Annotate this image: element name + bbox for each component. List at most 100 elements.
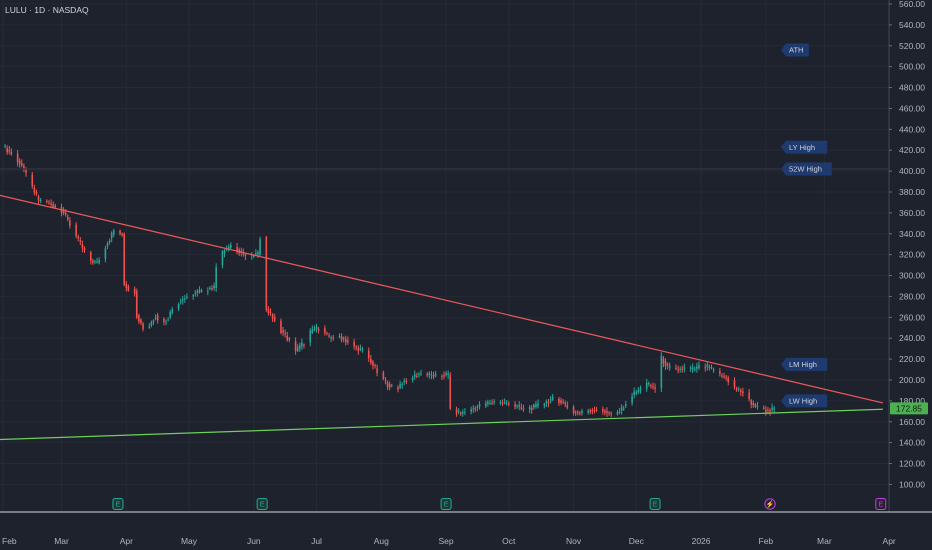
candle-body bbox=[631, 396, 633, 403]
candle-body bbox=[112, 230, 115, 235]
candle-body bbox=[330, 337, 332, 339]
x-tick-label: Mar bbox=[817, 536, 832, 546]
candle-body bbox=[399, 384, 401, 388]
candle-body bbox=[236, 247, 238, 252]
candle-body bbox=[344, 338, 347, 342]
candle-body bbox=[514, 404, 516, 407]
candle-body bbox=[324, 328, 326, 333]
candle-body bbox=[374, 364, 376, 367]
candle-body bbox=[286, 335, 289, 341]
event-markers: E E E E ⚡ E bbox=[112, 498, 887, 510]
x-tick-label: Feb bbox=[2, 536, 17, 546]
last-price-badge bbox=[890, 402, 928, 415]
candle-body bbox=[518, 405, 521, 407]
x-tick-label: May bbox=[181, 536, 198, 546]
level-tag-shape bbox=[781, 357, 828, 371]
candle-body bbox=[8, 149, 11, 152]
candle-body bbox=[683, 367, 686, 369]
candle-body bbox=[280, 320, 282, 333]
candle-body bbox=[733, 380, 736, 388]
candle-body bbox=[194, 292, 197, 294]
candle-body bbox=[328, 335, 330, 337]
candle-body bbox=[104, 248, 107, 259]
candles bbox=[4, 143, 776, 418]
y-tick-label: 200.00 bbox=[899, 375, 925, 385]
candle-body bbox=[447, 373, 449, 375]
candle-body bbox=[140, 319, 142, 324]
candle-body bbox=[470, 409, 472, 412]
candle-body bbox=[347, 340, 349, 343]
candle-body bbox=[723, 376, 725, 378]
candle-body bbox=[679, 368, 681, 370]
candle-body bbox=[420, 373, 422, 375]
event-label: E bbox=[116, 502, 121, 509]
candle-body bbox=[92, 260, 94, 263]
candle-body bbox=[181, 299, 184, 301]
candle-body bbox=[221, 251, 224, 266]
price-axis[interactable]: 100.00 120.00 140.00 160.00 180.00 200.00 220.… bbox=[888, 0, 928, 512]
time-axis[interactable]: Feb Mar Apr May Jun Jul Aug Sep Oct Nov Dec 2026 Feb… bbox=[0, 511, 932, 546]
level-tag-shape bbox=[781, 140, 828, 154]
candle-body bbox=[530, 407, 533, 410]
dividend-marker: ⚡ bbox=[764, 498, 776, 510]
y-tick-label: 260.00 bbox=[899, 312, 925, 322]
candle-body bbox=[106, 243, 109, 247]
candle-body bbox=[39, 200, 42, 202]
candle-body bbox=[81, 244, 84, 249]
candle-body bbox=[610, 413, 612, 415]
candle-body bbox=[317, 328, 320, 331]
candle-body bbox=[227, 246, 230, 249]
y-tick-label: 420.00 bbox=[899, 145, 925, 155]
x-tick-label: Apr bbox=[883, 536, 896, 546]
y-tick-label: 480.00 bbox=[899, 83, 925, 93]
candle-body bbox=[428, 373, 431, 375]
level-tag-shape bbox=[781, 162, 832, 176]
candle-body bbox=[288, 338, 291, 340]
candle-body bbox=[691, 367, 694, 370]
candle-body bbox=[413, 374, 416, 377]
resistance-trendline bbox=[0, 194, 884, 404]
event-label: E bbox=[653, 502, 658, 509]
candle-body bbox=[207, 291, 209, 293]
candle-body bbox=[163, 318, 165, 322]
candle-body bbox=[269, 311, 272, 313]
candle-body bbox=[338, 336, 341, 338]
candle-body bbox=[616, 412, 619, 415]
candle-body bbox=[677, 369, 679, 371]
candle-body bbox=[284, 332, 286, 334]
candle-body bbox=[765, 409, 767, 412]
candle-body bbox=[200, 289, 203, 292]
candle-body bbox=[696, 366, 698, 369]
candle-body bbox=[79, 240, 82, 243]
candle-body bbox=[142, 323, 144, 330]
candle-body bbox=[503, 402, 506, 404]
candle-body bbox=[230, 244, 232, 248]
candle-body bbox=[752, 402, 755, 406]
candle-body bbox=[215, 267, 217, 289]
candle-body bbox=[23, 165, 25, 168]
level-tag-52w-high: 52W High bbox=[781, 162, 832, 176]
y-tick-label: 540.00 bbox=[899, 20, 925, 30]
candle-body bbox=[16, 153, 19, 163]
candle-body bbox=[750, 400, 753, 405]
candle-body bbox=[710, 367, 713, 369]
level-tag-label: ATH bbox=[789, 46, 803, 55]
candle-body bbox=[390, 385, 393, 387]
candle-body bbox=[522, 408, 525, 410]
candle-body bbox=[706, 364, 709, 367]
candle-body bbox=[223, 250, 226, 254]
candle-body bbox=[493, 401, 495, 403]
candle-body bbox=[704, 367, 707, 369]
candle-body bbox=[620, 406, 623, 411]
candle-body bbox=[282, 330, 284, 333]
candle-body bbox=[639, 387, 642, 391]
earnings-icon bbox=[875, 498, 887, 510]
candle-body bbox=[507, 403, 510, 405]
y-tick-label: 160.00 bbox=[899, 417, 925, 427]
candle-body bbox=[96, 261, 98, 263]
event-label: E bbox=[444, 502, 449, 509]
candle-body bbox=[478, 404, 481, 407]
candle-body bbox=[37, 196, 40, 201]
candle-body bbox=[416, 375, 418, 377]
candle-body bbox=[294, 341, 297, 352]
